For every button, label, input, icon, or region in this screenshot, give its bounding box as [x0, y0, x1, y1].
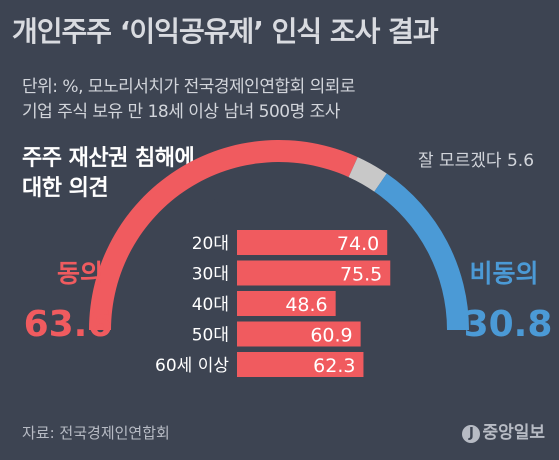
age-bar-value-4: 62.3 — [313, 355, 355, 377]
question-label-line2: 대한 의견 — [22, 176, 109, 201]
question-label-line1: 주주 재산권 침해에 — [22, 146, 195, 171]
age-category-label-1: 30대 — [192, 265, 229, 285]
age-category-label-2: 40대 — [192, 295, 229, 315]
age-bar-value-1: 75.5 — [340, 264, 382, 286]
age-bar-3 — [237, 321, 361, 347]
chart-subtitle-line1: 단위: %, 모노리서치가 전국경제인연합회 의뢰로 — [22, 77, 356, 97]
gauge-slice-disagree — [374, 173, 469, 330]
age-category-label-3: 50대 — [192, 326, 229, 346]
publisher-logo: J 중앙일보 — [462, 418, 545, 443]
disagree-label: 비동의 — [469, 259, 538, 288]
chart-subtitle-line2: 기업 주식 보유 만 18세 이상 남녀 500명 조사 — [22, 102, 340, 122]
chart-title: 개인주주 ‘이익공유제’ 인식 조사 결과 — [12, 15, 439, 48]
gauge-slice-unsure — [348, 157, 387, 192]
gauge-slice-agree — [89, 140, 358, 330]
agree-value: 63.6 — [24, 304, 113, 345]
age-bar-4 — [237, 352, 364, 377]
logo-badge-icon: J — [462, 425, 481, 443]
age-bar-2 — [237, 291, 336, 316]
disagree-value: 30.8 — [464, 304, 553, 345]
age-bar-1 — [237, 260, 391, 286]
age-bar-value-0: 74.0 — [337, 233, 379, 255]
unsure-label: 잘 모르겠다 5.6 — [418, 151, 534, 171]
age-bar-0 — [237, 230, 388, 255]
age-bar-value-2: 48.6 — [285, 294, 327, 316]
source-note: 자료: 전국경제인연합회 — [22, 424, 170, 442]
agree-label: 동의 — [57, 259, 103, 288]
logo-text: 중앙일보 — [482, 423, 545, 443]
callout-pointer — [212, 199, 238, 227]
age-category-label-4: 60세 이상 — [155, 356, 229, 376]
age-bar-value-3: 60.9 — [310, 325, 352, 347]
age-category-label-0: 20대 — [192, 234, 229, 254]
